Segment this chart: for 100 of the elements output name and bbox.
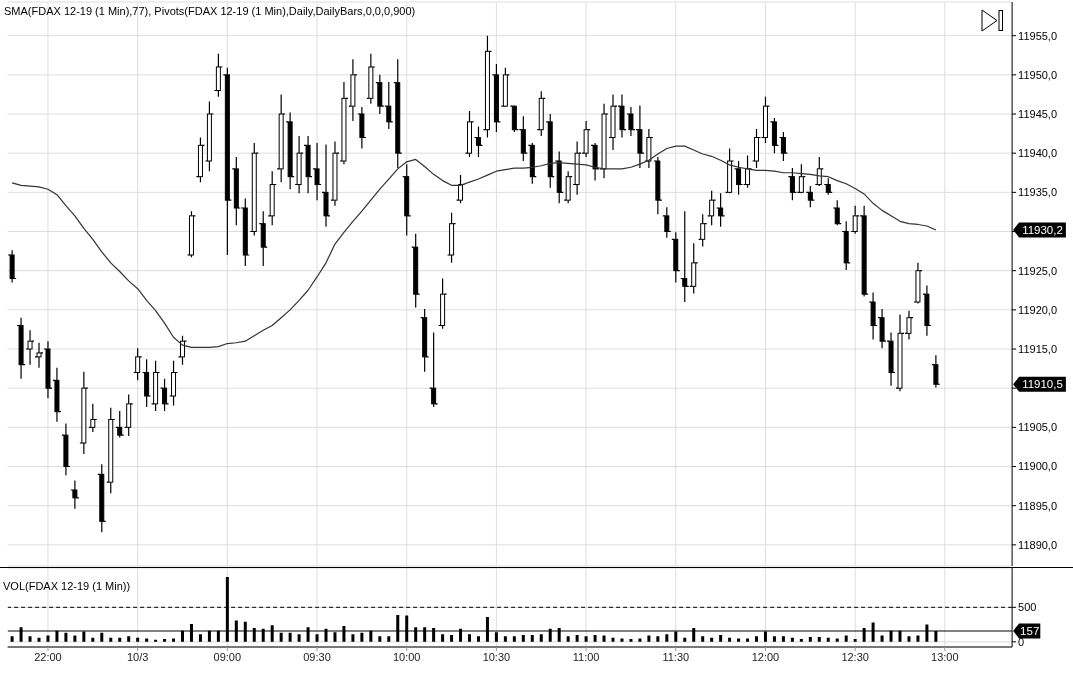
- candlestick: [350, 58, 356, 122]
- bar: [808, 637, 812, 642]
- candlestick: [90, 403, 96, 433]
- candlestick: [359, 106, 365, 150]
- candlestick: [440, 277, 446, 330]
- bar: [521, 634, 525, 642]
- bar: [916, 635, 920, 642]
- candlestick: [413, 233, 419, 309]
- candlestick: [153, 360, 159, 412]
- candlestick: [296, 135, 302, 194]
- bar: [136, 637, 140, 642]
- candlestick: [144, 358, 150, 408]
- bar: [297, 634, 301, 642]
- bar: [10, 636, 14, 642]
- candlestick: [574, 140, 580, 196]
- candlestick: [834, 199, 840, 226]
- bar: [683, 637, 687, 642]
- y-tick-label: 11895,0: [1018, 499, 1058, 512]
- candlestick: [63, 422, 69, 476]
- candlestick: [628, 106, 634, 137]
- bar: [746, 638, 750, 642]
- y-tick-label: 11890,0: [1018, 538, 1058, 551]
- bar: [665, 634, 669, 642]
- text: 11910,5: [1022, 378, 1063, 391]
- candlestick: [780, 131, 786, 162]
- bar: [512, 636, 516, 642]
- bar: [593, 634, 597, 642]
- candlestick: [709, 190, 715, 226]
- x-tick-label: 10/3: [126, 650, 149, 663]
- bar: [118, 637, 122, 642]
- candlestick: [529, 142, 535, 185]
- bar: [476, 636, 480, 642]
- candlestick: [493, 63, 499, 133]
- chart-title: SMA(FDAX 12-19 (1 Min),77), Pivots(FDAX 12-19 (1 Min),Daily,DailyBars,0,0,0,900): [4, 5, 416, 17]
- bar: [853, 639, 857, 642]
- candlestick: [915, 262, 921, 305]
- bar: [817, 637, 821, 642]
- bar: [127, 636, 131, 642]
- bar: [575, 634, 579, 642]
- bar: [647, 635, 651, 642]
- bar: [109, 637, 113, 642]
- bar: [719, 634, 723, 642]
- candlestick: [592, 142, 598, 182]
- bar: [566, 636, 570, 642]
- candlestick: [126, 393, 132, 437]
- bar: [844, 635, 848, 642]
- candlestick: [924, 284, 930, 337]
- candlestick: [906, 310, 912, 341]
- candlestick: [386, 81, 392, 130]
- bar: [656, 636, 660, 642]
- candlestick: [547, 113, 553, 189]
- candlestick: [520, 115, 526, 162]
- candlestick: [108, 407, 114, 494]
- y-tick-label: 11900,0: [1018, 460, 1058, 473]
- bar: [602, 635, 606, 642]
- bar: [826, 637, 830, 642]
- candlestick: [870, 292, 876, 341]
- candlestick: [377, 74, 383, 115]
- bar: [737, 638, 741, 642]
- bar: [539, 634, 543, 642]
- text: 11930,2: [1022, 224, 1063, 237]
- candlestick: [556, 151, 562, 204]
- bar: [629, 639, 633, 642]
- x-tick-label: 11:00: [572, 650, 600, 663]
- x-tick-label: 12:30: [841, 650, 869, 663]
- candlestick: [789, 167, 795, 201]
- candlestick: [673, 231, 679, 284]
- candlestick: [305, 135, 311, 194]
- bar: [441, 634, 445, 642]
- y-tick-label: 11945,0: [1018, 107, 1058, 120]
- bar: [781, 636, 785, 642]
- candlestick: [45, 340, 51, 399]
- bar: [799, 639, 803, 642]
- bar: [772, 636, 776, 642]
- candlestick: [242, 198, 248, 267]
- candlestick: [565, 170, 571, 204]
- x-tick-label: 22:00: [34, 650, 62, 663]
- candlestick: [852, 205, 858, 235]
- candlestick: [323, 143, 329, 228]
- bar: [163, 639, 167, 642]
- x-tick-label: 09:30: [303, 650, 331, 663]
- bar: [154, 639, 158, 642]
- candlestick: [269, 170, 275, 226]
- candlestick: [117, 410, 123, 439]
- candlestick: [341, 81, 347, 165]
- bar: [620, 638, 624, 642]
- candlestick: [718, 192, 724, 228]
- candlestick: [897, 313, 903, 392]
- candlestick: [36, 342, 42, 369]
- bar: [790, 637, 794, 642]
- candlestick: [700, 213, 706, 247]
- bar: [46, 635, 50, 642]
- y-tick-label: 11920,0: [1018, 303, 1058, 316]
- candlestick: [395, 58, 401, 169]
- bar: [584, 636, 588, 642]
- candlestick: [422, 308, 428, 373]
- bar: [378, 636, 382, 642]
- bar: [728, 637, 732, 642]
- bar: [907, 636, 911, 642]
- candlestick: [691, 242, 697, 294]
